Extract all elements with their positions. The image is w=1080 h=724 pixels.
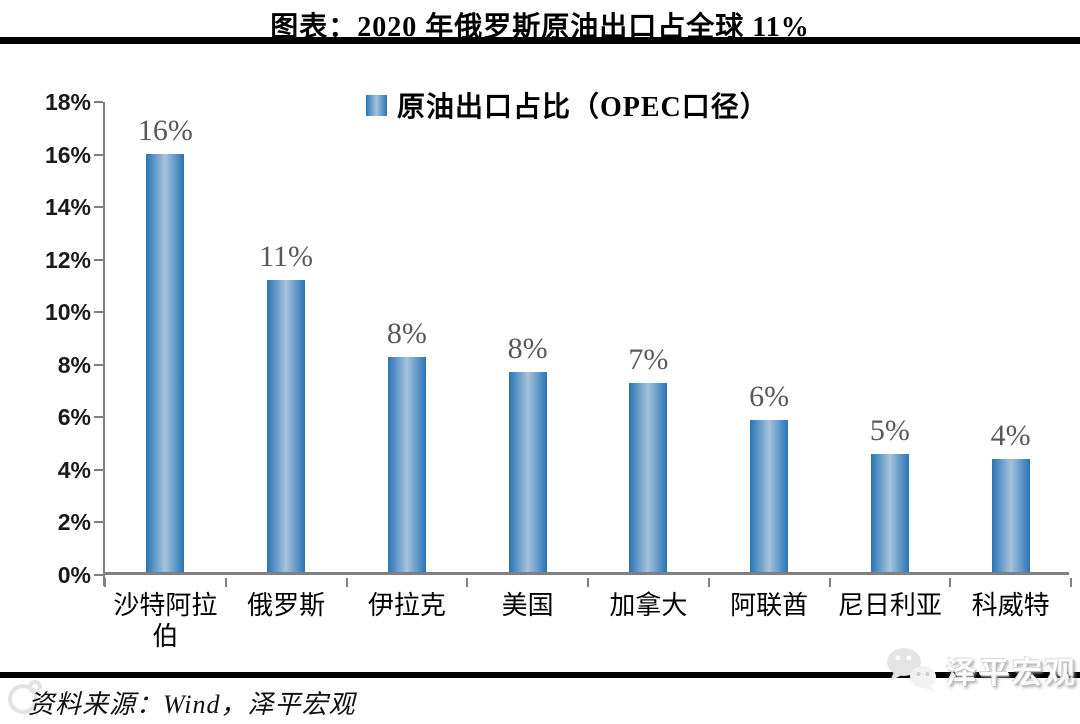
x-axis-tick — [224, 578, 227, 587]
bar-value-label: 8% — [386, 316, 427, 350]
x-axis-category-label: 伊拉克 — [367, 591, 446, 620]
y-axis-label: 2% — [57, 509, 91, 536]
y-axis-label: 12% — [44, 246, 91, 273]
source-note: 资料来源：Wind，泽平宏观 — [28, 690, 356, 719]
title-divider — [0, 37, 1080, 44]
wechat-bubbles-icon — [887, 648, 936, 693]
y-axis-label: 0% — [57, 562, 91, 588]
x-axis-tick — [949, 578, 952, 587]
ghost-watermark — [0, 678, 200, 724]
bar — [508, 372, 547, 572]
y-axis-tick — [94, 258, 103, 261]
bar-value-label: 6% — [749, 379, 790, 413]
y-axis-label: 14% — [44, 194, 91, 221]
y-axis-tick — [94, 521, 103, 524]
x-axis-tick — [707, 578, 710, 587]
chart-legend: 原油出口占比（OPEC口径） — [366, 85, 769, 125]
y-axis-tick — [94, 153, 103, 156]
footer-divider — [0, 672, 1080, 678]
y-axis-tick — [94, 363, 103, 366]
legend-label: 原油出口占比（OPEC口径） — [397, 92, 769, 123]
x-axis-tick — [104, 578, 106, 587]
y-axis-tick — [94, 416, 103, 419]
x-axis-category-label: 尼日利亚 — [837, 591, 942, 620]
brand-watermark-text: 泽平宏观 — [946, 657, 1078, 690]
x-axis-tick — [466, 578, 469, 587]
x-axis-category-label: 俄罗斯 — [247, 591, 326, 620]
x-axis-tick — [345, 578, 348, 587]
x-axis-category-label: 科威特 — [971, 591, 1050, 620]
x-axis-category-label: 美国 — [501, 591, 554, 620]
x-axis-tick — [587, 578, 589, 587]
bar — [387, 356, 426, 572]
y-axis-label: 4% — [57, 456, 91, 483]
bar-value-label: 11% — [259, 240, 314, 274]
x-axis-tick — [1070, 578, 1072, 587]
x-axis-category-label: 阿联酋 — [730, 591, 809, 620]
y-axis-tick — [94, 206, 103, 209]
bar-value-label: 8% — [507, 332, 548, 366]
x-axis-category-label: 加拿大 — [609, 591, 688, 620]
x-axis-tick — [828, 578, 831, 587]
plot-area: 0% 2% 4% 6% 8% 10% 12% 14% 16% 18% 16% 沙特阿拉伯 11% 俄罗斯 8… — [45, 89, 1072, 651]
ghost-circle-small-icon — [28, 680, 42, 694]
y-axis-tick — [94, 101, 103, 103]
bar — [629, 382, 668, 572]
y-axis-label: 16% — [44, 141, 91, 168]
bar — [146, 154, 185, 572]
x-axis-category-label: 沙特阿拉伯 — [113, 591, 218, 651]
bar-value-label: 5% — [869, 413, 910, 447]
y-axis-tick — [94, 311, 103, 314]
y-axis-tick — [94, 468, 103, 471]
y-axis-tick — [94, 574, 103, 576]
bar — [267, 280, 306, 572]
y-axis-label: 8% — [57, 351, 91, 378]
brand-watermark: 泽平宏观 — [882, 645, 1078, 695]
ghost-circle-icon — [8, 684, 38, 714]
bar — [750, 419, 789, 572]
bar — [870, 453, 909, 572]
bar — [991, 459, 1030, 572]
bar-value-label: 16% — [137, 114, 193, 148]
bar-value-label: 4% — [990, 419, 1031, 453]
y-axis-label: 6% — [57, 404, 91, 431]
y-axis-label: 18% — [44, 89, 91, 115]
legend-swatch-icon — [366, 94, 387, 116]
y-axis-label: 10% — [44, 299, 91, 326]
bar-value-label: 7% — [628, 342, 669, 376]
